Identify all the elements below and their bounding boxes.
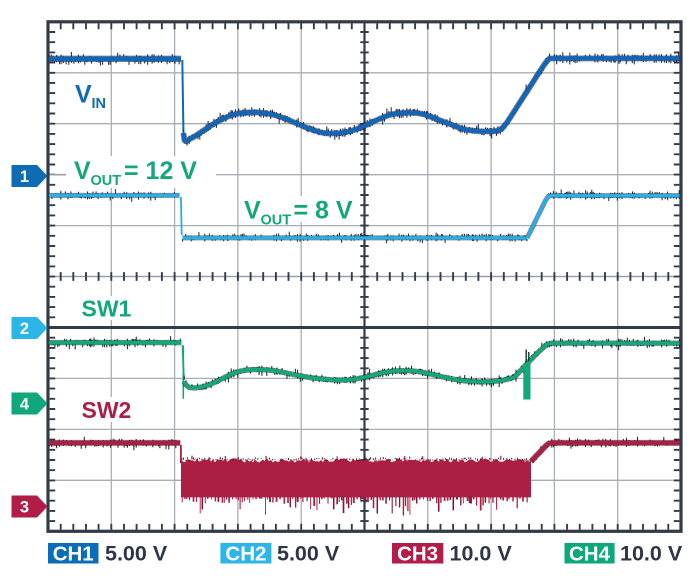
svg-text:5.00 V: 5.00 V xyxy=(105,542,168,566)
svg-text:CH2: CH2 xyxy=(225,543,266,566)
svg-text:4: 4 xyxy=(20,395,30,413)
svg-text:10.0 V: 10.0 V xyxy=(620,542,683,566)
svg-text:3: 3 xyxy=(20,498,29,516)
svg-text:OUT: OUT xyxy=(261,212,292,228)
svg-text:2: 2 xyxy=(20,320,29,338)
svg-text:CH4: CH4 xyxy=(569,543,611,566)
svg-text:SW2: SW2 xyxy=(82,397,132,423)
svg-text:CH1: CH1 xyxy=(53,543,94,566)
svg-text:10.0 V: 10.0 V xyxy=(450,542,513,566)
svg-text:= 12 V: = 12 V xyxy=(124,157,197,185)
svg-text:V: V xyxy=(75,80,92,108)
svg-text:V: V xyxy=(244,197,261,225)
svg-text:= 8 V: = 8 V xyxy=(294,197,353,225)
svg-text:1: 1 xyxy=(20,168,29,186)
svg-text:OUT: OUT xyxy=(91,173,122,189)
svg-text:CH3: CH3 xyxy=(397,543,438,566)
svg-text:5.00 V: 5.00 V xyxy=(277,542,340,566)
svg-text:V: V xyxy=(74,157,91,185)
svg-text:IN: IN xyxy=(92,96,107,112)
svg-text:SW1: SW1 xyxy=(82,295,132,321)
